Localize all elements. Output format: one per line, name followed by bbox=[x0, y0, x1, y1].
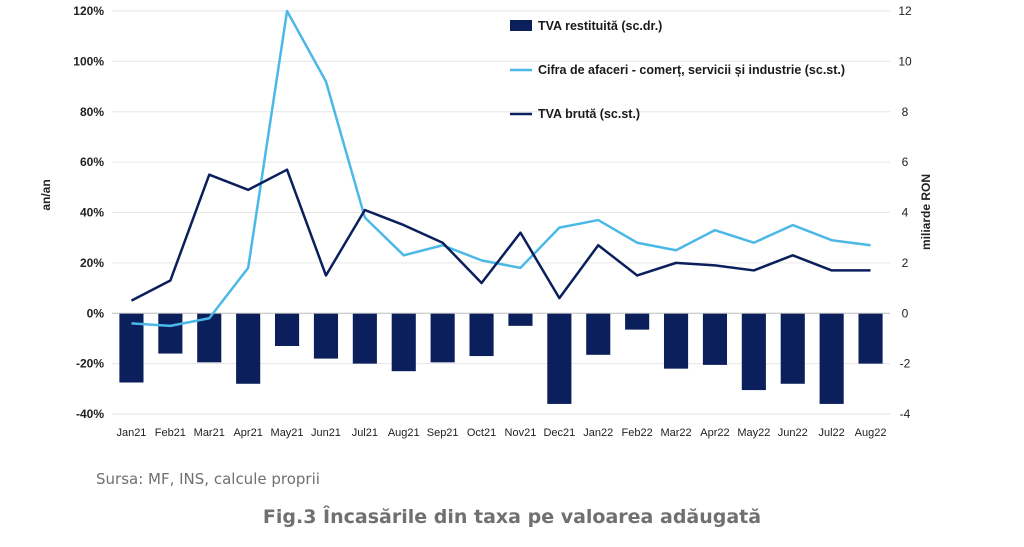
x-tick-label: Nov21 bbox=[505, 427, 537, 439]
bar bbox=[741, 313, 766, 391]
legend-label: TVA brută (sc.st.) bbox=[538, 107, 640, 121]
right-tick-label: 8 bbox=[902, 105, 909, 119]
left-tick-label: 0% bbox=[87, 306, 105, 320]
right-tick-label: 0 bbox=[902, 306, 909, 320]
bar bbox=[430, 313, 455, 363]
bar bbox=[391, 313, 416, 372]
series-line bbox=[130, 168, 871, 302]
bar bbox=[274, 313, 300, 346]
bar bbox=[352, 313, 377, 364]
left-tick-label: -40% bbox=[76, 407, 104, 421]
legend-swatch bbox=[510, 20, 532, 31]
right-tick-label: 10 bbox=[898, 54, 912, 68]
x-tick-label: Mar21 bbox=[194, 427, 225, 439]
x-tick-label: Jan21 bbox=[116, 427, 146, 439]
legend-label: TVA restituită (sc.dr.) bbox=[538, 19, 662, 33]
left-tick-label: -20% bbox=[76, 357, 104, 371]
bar bbox=[547, 313, 572, 404]
bar bbox=[663, 313, 689, 369]
left-tick-label: 20% bbox=[80, 256, 104, 270]
right-tick-label: 12 bbox=[898, 4, 912, 18]
left-tick-label: 100% bbox=[73, 54, 104, 68]
x-tick-label: Jun22 bbox=[778, 427, 808, 439]
bar bbox=[780, 313, 805, 384]
bar bbox=[197, 313, 222, 363]
left-tick-label: 120% bbox=[73, 4, 104, 18]
series-line bbox=[131, 9, 871, 328]
right-axis-label: miliarde RON bbox=[919, 174, 933, 250]
bar bbox=[586, 313, 611, 355]
chart: -40% -20% 0% 20% 40% 60% 80% 100% 120% -4 -2 0 2 4 6 8… bbox=[39, 4, 933, 439]
legend: TVA restituită (sc.dr.) Cifra de afaceri … bbox=[510, 19, 845, 121]
x-tick-label: Jun21 bbox=[311, 427, 341, 439]
x-tick-label: Oct21 bbox=[467, 427, 496, 439]
left-axis-ticks: -40% -20% 0% 20% 40% 60% 80% 100% 120% bbox=[73, 4, 104, 421]
x-tick-label: Apr21 bbox=[233, 427, 262, 439]
bar bbox=[858, 313, 883, 364]
figure-caption: Fig.3 Încasările din taxa pe valoarea ad… bbox=[262, 506, 762, 528]
right-tick-label: -4 bbox=[900, 407, 911, 421]
left-axis-label: an/an bbox=[39, 179, 53, 210]
x-axis-ticks: Jan21 Feb21 Mar21 Apr21 May21 Jun21 Jul21 Aug21… bbox=[116, 427, 886, 439]
x-tick-label: Aug21 bbox=[388, 427, 420, 439]
bar bbox=[625, 313, 650, 330]
x-tick-label: Dec21 bbox=[543, 427, 575, 439]
source-note: Sursa: MF, INS, calcule proprii bbox=[96, 470, 320, 488]
bar bbox=[236, 313, 261, 384]
left-tick-label: 40% bbox=[80, 206, 104, 220]
x-tick-label: May21 bbox=[271, 427, 304, 439]
bar bbox=[702, 313, 728, 365]
legend-label: Cifra de afaceri - comerț, servicii și i… bbox=[538, 63, 845, 77]
bar bbox=[469, 313, 494, 357]
bar bbox=[819, 313, 844, 404]
x-tick-label: Feb21 bbox=[155, 427, 186, 439]
bar bbox=[158, 313, 183, 354]
bar bbox=[508, 313, 533, 326]
x-tick-label: Jul21 bbox=[352, 427, 378, 439]
bar-series bbox=[119, 313, 883, 404]
x-tick-label: Sep21 bbox=[427, 427, 459, 439]
right-tick-label: -2 bbox=[900, 357, 911, 371]
x-tick-label: May22 bbox=[737, 427, 770, 439]
x-tick-label: Apr22 bbox=[700, 427, 729, 439]
right-tick-label: 6 bbox=[902, 155, 909, 169]
right-tick-label: 4 bbox=[902, 206, 909, 220]
left-tick-label: 80% bbox=[80, 105, 104, 119]
bar bbox=[313, 313, 339, 359]
left-tick-label: 60% bbox=[80, 155, 104, 169]
x-tick-label: Jul22 bbox=[819, 427, 845, 439]
right-axis-ticks: -4 -2 0 2 4 6 8 10 12 bbox=[898, 4, 912, 421]
x-tick-label: Feb22 bbox=[622, 427, 653, 439]
line-series bbox=[130, 9, 871, 328]
x-tick-label: Mar22 bbox=[660, 427, 691, 439]
x-tick-label: Aug22 bbox=[855, 427, 887, 439]
x-tick-label: Jan22 bbox=[583, 427, 613, 439]
right-tick-label: 2 bbox=[902, 256, 909, 270]
